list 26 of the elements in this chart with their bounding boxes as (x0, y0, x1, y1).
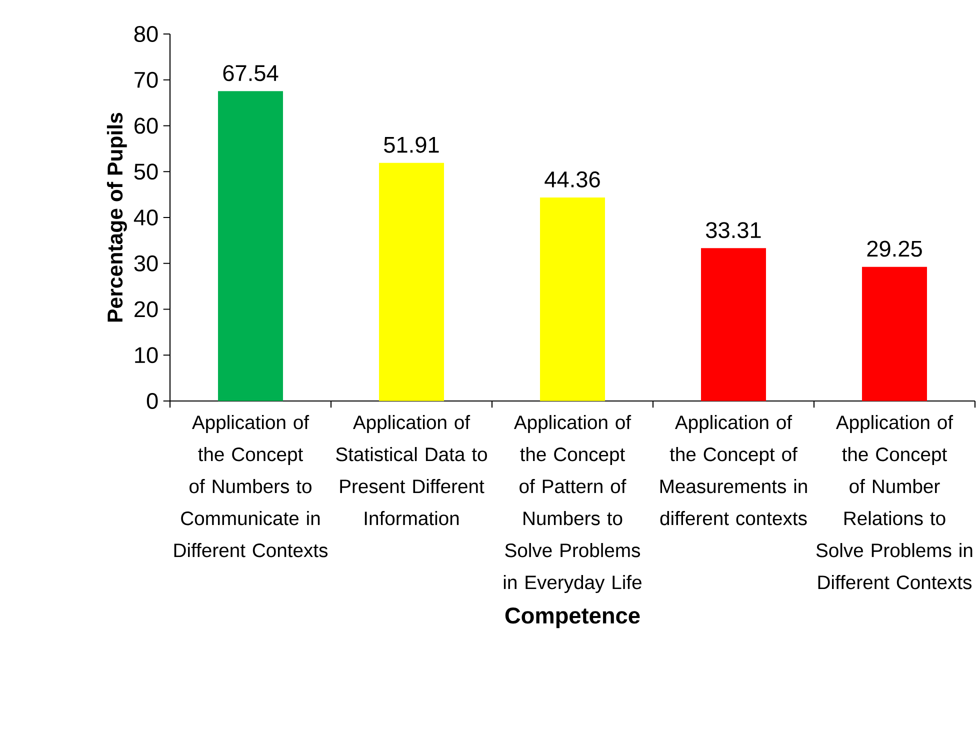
bar (700, 248, 766, 401)
data-label: 44.36 (544, 171, 600, 188)
y-tick-label: 0 (146, 392, 158, 410)
y-tick-label: 20 (134, 301, 158, 318)
y-tick-label: 50 (134, 164, 158, 180)
x-tick-label: Application of the Concept of Pattern of Numbers to Solve Problems in Everyday Life (504, 415, 642, 594)
y-tick-label: 80 (134, 26, 158, 42)
x-axis-title: Competence (505, 608, 640, 628)
bar (862, 266, 927, 401)
x-tick-label: Application of the Concept of Measurements in different contexts (660, 415, 807, 526)
data-label: 33.31 (706, 222, 761, 238)
data-label: 29.25 (867, 240, 922, 257)
bar (540, 198, 605, 401)
y-tick-label: 70 (134, 72, 158, 88)
bar (379, 162, 444, 401)
x-tick-label: Application of the Concept of Numbers to Communicate in Different Contexts (174, 415, 328, 558)
bar (218, 91, 284, 401)
y-tick-label: 40 (134, 209, 158, 226)
y-axis-title: Percentage of Pupils (106, 112, 127, 322)
data-label: 51.91 (384, 136, 439, 153)
x-tick-label: Application of the Concept of Number Relations to Solve Problems in Different Contexts (816, 415, 972, 590)
x-tick-label: Application of Statistical Data to Present Different Information (336, 415, 487, 526)
y-tick-label: 10 (135, 347, 158, 364)
data-label: 67.54 (223, 65, 278, 82)
y-tick-label: 30 (134, 255, 158, 272)
y-tick-label: 60 (134, 118, 158, 134)
